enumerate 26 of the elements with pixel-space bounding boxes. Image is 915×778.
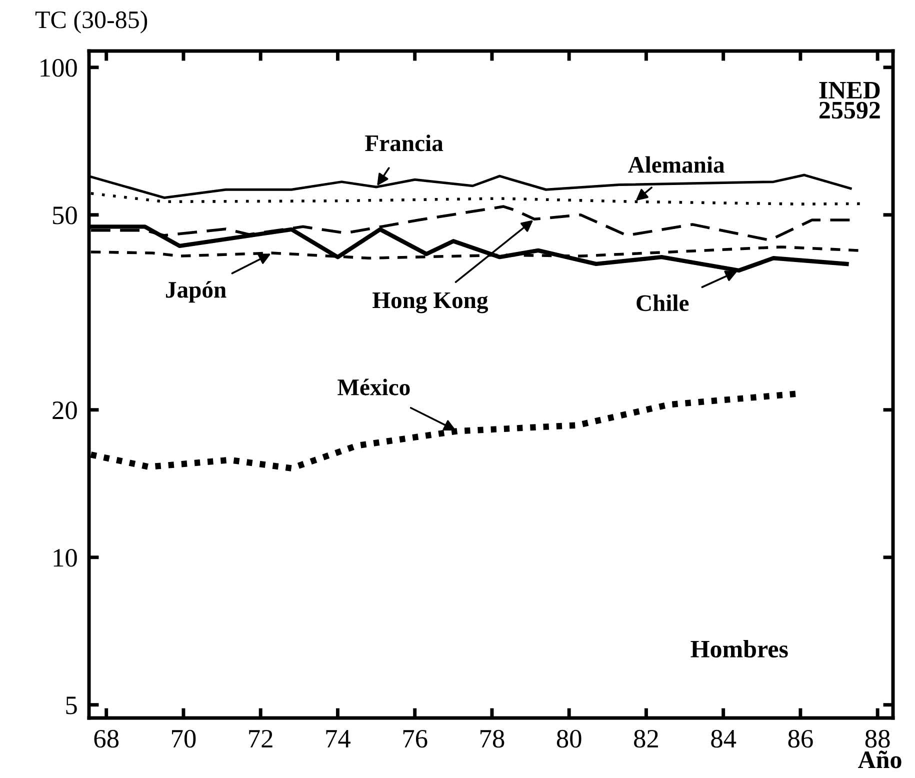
y-tick-label: 5 [66,696,77,714]
x-tick-label: 76 [403,730,428,748]
y-tick-label: 10 [54,548,77,567]
series-label: Francia [365,134,444,152]
y-axis-title: TC (30-85) [35,10,148,34]
series-label: Chile [636,294,689,312]
x-tick-label: 68 [94,730,119,748]
x-axis-title: Año [858,750,902,768]
y-tick-label: 20 [52,401,77,420]
x-tick-label: 88 [865,730,890,748]
x-tick-label: 86 [788,730,813,748]
series-label: México [338,378,410,396]
x-tick-label: 74 [326,730,350,748]
x-tick-label: 70 [172,730,196,748]
x-tick-label: 78 [480,730,504,748]
x-tick-label: 84 [711,730,736,748]
series-label: Alemania [628,156,724,173]
text: Hong Kong [372,292,488,314]
x-tick-label: 72 [249,730,272,748]
y-tick-label: 100 [40,58,77,77]
y-tick-label: 50 [53,206,77,224]
annotation: Hombres [690,640,788,658]
series-label: Japón [166,281,226,303]
annotation: INED 25592 [819,82,880,119]
x-tick-label: 80 [556,730,582,748]
x-tick-label: 82 [634,730,658,748]
